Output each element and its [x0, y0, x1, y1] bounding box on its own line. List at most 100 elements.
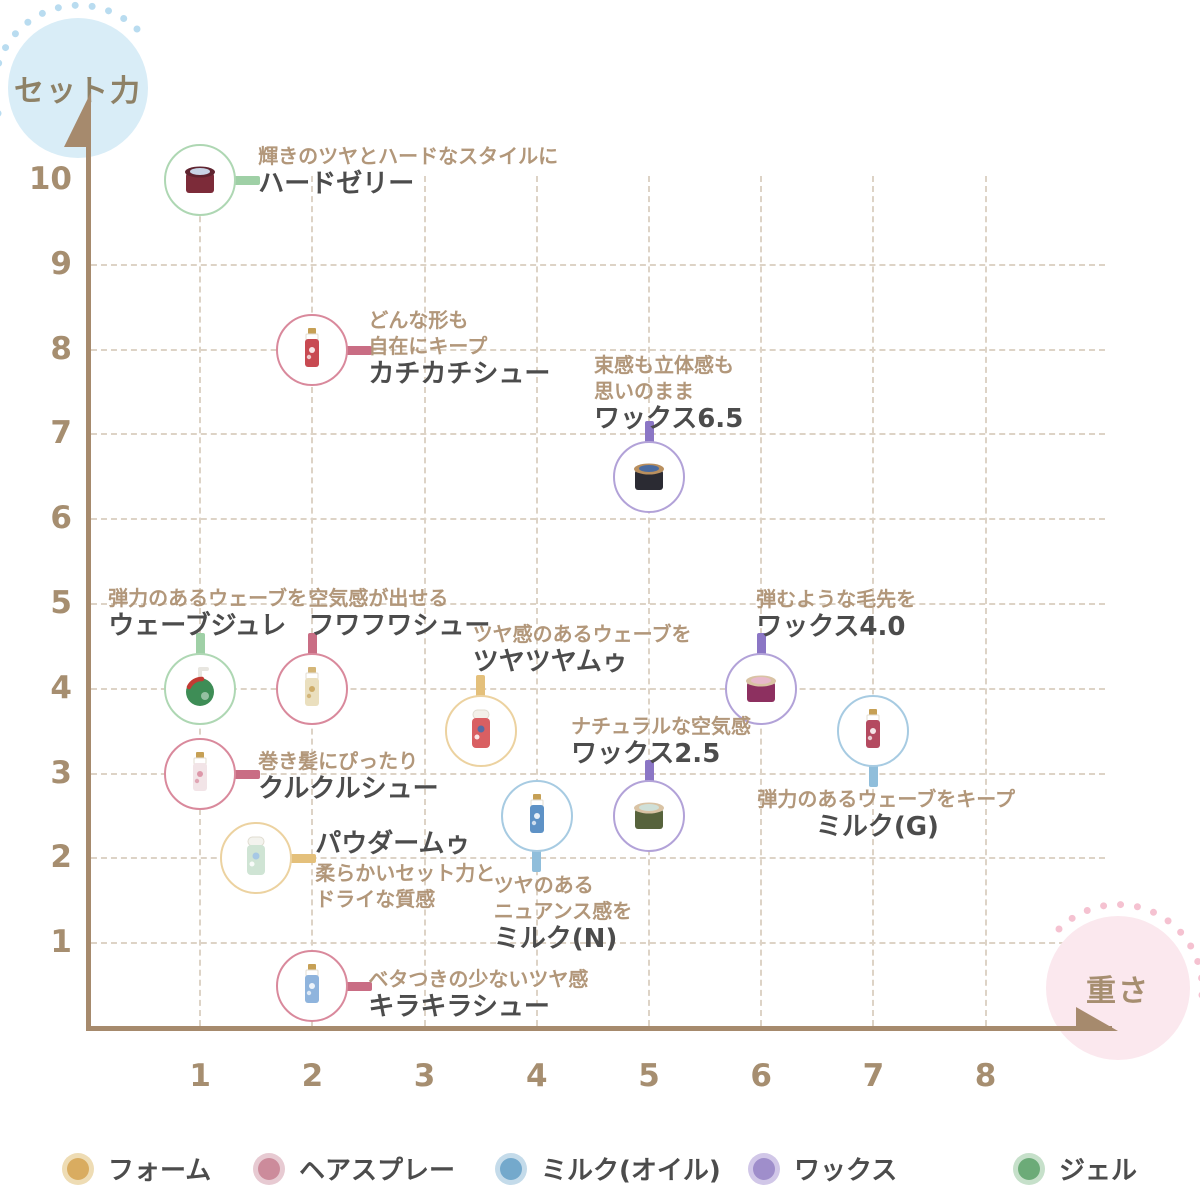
- x-tick-label: 6: [750, 1058, 772, 1094]
- product-description: 弾力のあるウェーブをキープ: [757, 787, 1015, 812]
- product-marker-spray: [276, 652, 349, 725]
- product-marker-wax: [613, 780, 685, 852]
- callout-connector: [476, 675, 486, 698]
- gridline-horizontal: [91, 857, 1105, 860]
- product-description: ツヤ感のあるウェーブを: [472, 622, 692, 647]
- gridline-horizontal: [91, 433, 1105, 436]
- legend-swatch-ring: [1013, 1152, 1045, 1185]
- product-marker-gel: [164, 652, 237, 725]
- gridline-vertical: [872, 176, 875, 1026]
- legend-swatch-ring: [748, 1152, 780, 1185]
- product-marker-milk: [500, 780, 573, 852]
- legend-swatch-ring: [495, 1152, 527, 1185]
- jar-product-icon: [627, 792, 671, 840]
- legend-swatch-dot: [1018, 1157, 1040, 1180]
- callout-connector: [234, 769, 261, 779]
- legend-label: ミルク(オイル): [541, 1156, 721, 1186]
- x-tick-label: 1: [189, 1058, 211, 1094]
- gridline-vertical: [648, 176, 650, 1026]
- product-name: ハードゼリー: [258, 169, 415, 199]
- x-tick-label: 5: [638, 1058, 660, 1094]
- y-tick-label: 8: [50, 330, 72, 367]
- gridline-vertical: [984, 176, 987, 1026]
- callout-connector: [195, 632, 205, 655]
- legend-label: ジェル: [1059, 1156, 1138, 1186]
- product-name: ミルク(G): [815, 812, 939, 843]
- legend-swatch-dot: [753, 1157, 775, 1180]
- legend-item-gel: ジェル: [1013, 1150, 1137, 1187]
- callout-connector: [346, 981, 373, 991]
- product-marker-wax: [725, 652, 798, 725]
- product-marker-foam: [220, 822, 293, 895]
- legend-label: フォーム: [108, 1156, 212, 1186]
- product-marker-spray: [276, 313, 349, 386]
- y-tick-label: 7: [50, 415, 72, 452]
- gridline-horizontal: [91, 263, 1105, 266]
- product-description: ニュアンス感を: [493, 899, 633, 923]
- product-description: 輝きのツヤとハードなスタイルに: [258, 144, 559, 168]
- product-name: ワックス2.5: [571, 739, 721, 769]
- x-tick-label: 3: [413, 1058, 436, 1094]
- product-callout: 弾力のあるウェーブをキープ ミルク(G): [757, 786, 1015, 843]
- product-marker-spray: [276, 949, 349, 1022]
- product-marker-spray: [164, 737, 237, 810]
- callout-connector: [346, 345, 373, 355]
- product-callout: 輝きのツヤとハードなスタイルに ハードゼリー: [258, 143, 558, 200]
- pump-product-icon: [178, 665, 222, 713]
- spray-product-icon: [290, 962, 334, 1010]
- legend-swatch-dot: [258, 1157, 280, 1180]
- product-name: クルクルシュー: [258, 773, 439, 804]
- y-tick-label: 3: [50, 754, 72, 791]
- product-description: 自在にキープ: [368, 333, 488, 358]
- gridline-horizontal: [91, 772, 1105, 775]
- jar-product-icon: [627, 453, 671, 501]
- y-tick-label: 10: [28, 161, 72, 197]
- gridline-vertical: [423, 176, 426, 1026]
- product-name: ワックス4.0: [756, 611, 906, 642]
- product-marker-gel: [164, 144, 237, 216]
- x-tick-label: 2: [301, 1058, 324, 1094]
- product-callout: 巻き髪にぴったり クルクルシュー: [258, 748, 438, 805]
- legend-swatch-ring: [253, 1152, 285, 1185]
- callout-connector: [644, 420, 654, 443]
- product-callout: パウダームゥ 柔らかいセット力と ドライな質感: [315, 829, 495, 912]
- legend-swatch-ring: [62, 1152, 94, 1185]
- product-name: フワフワシュー: [308, 610, 491, 641]
- legend-label: ヘアスプレー: [299, 1156, 456, 1186]
- product-name: ミルク(N): [493, 924, 618, 954]
- gridline-vertical: [199, 176, 202, 1026]
- product-callout: ツヤ感のあるウェーブを ツヤツヤムゥ: [473, 621, 692, 678]
- spray-product-icon: [515, 792, 559, 840]
- product-name: ウェーブジュレ: [108, 610, 287, 641]
- product-description: 弾力のあるウェーブを: [108, 585, 307, 610]
- product-marker-foam: [444, 695, 517, 768]
- y-tick-label: 6: [50, 500, 72, 537]
- y-axis-label: セット力: [14, 74, 142, 109]
- mousse-product-icon: [234, 834, 278, 882]
- product-description: ツヤのある: [493, 873, 594, 897]
- x-tick-label: 8: [974, 1058, 997, 1094]
- product-callout: ベタつきの少ないツヤ感 キラキラシュー: [368, 966, 588, 1023]
- mousse-product-icon: [459, 707, 503, 755]
- product-description: ナチュラルな空気感: [571, 714, 751, 738]
- gridline-vertical: [760, 176, 763, 1026]
- callout-connector: [868, 765, 878, 788]
- legend-swatch-dot: [500, 1157, 522, 1180]
- y-tick-label: 5: [50, 585, 72, 621]
- product-description: 思いのまま: [594, 378, 694, 403]
- product-description: 弾むような毛先を: [756, 586, 917, 611]
- product-callout: 弾むような毛先を ワックス4.0: [756, 586, 916, 643]
- product-description: 束感も立体感も: [594, 352, 734, 377]
- product-marker-wax: [613, 440, 685, 513]
- x-axis-label-badge: 重さ: [1046, 916, 1190, 1060]
- product-name: パウダームゥ: [315, 829, 471, 860]
- callout-connector: [234, 176, 261, 185]
- product-marker-milk: [837, 695, 910, 768]
- y-tick-label: 4: [50, 669, 72, 706]
- product-name: カチカチシュー: [368, 358, 551, 389]
- gridline-vertical: [311, 176, 314, 1026]
- product-name: キラキラシュー: [368, 991, 550, 1022]
- gridline-horizontal: [91, 518, 1105, 521]
- product-callout: 弾力のあるウェーブを ウェーブジュレ: [108, 585, 307, 642]
- gridline-vertical: [535, 176, 538, 1026]
